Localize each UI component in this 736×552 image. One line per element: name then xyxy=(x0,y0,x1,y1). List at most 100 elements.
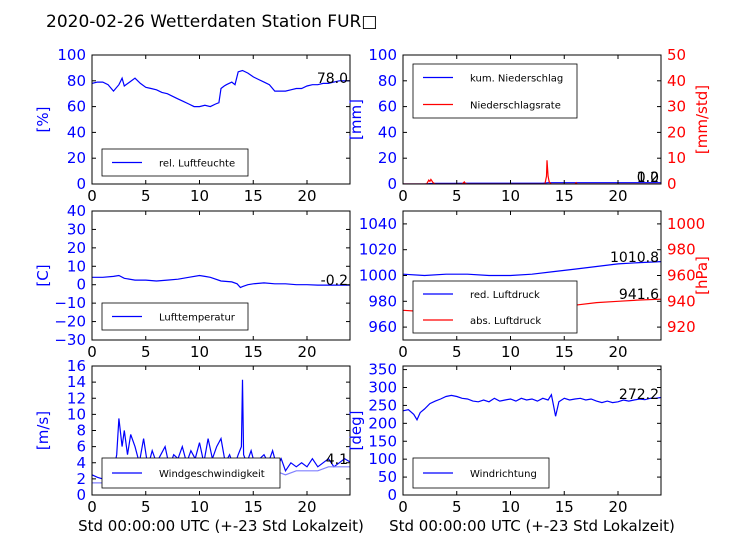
x-tick-label: 0 xyxy=(87,498,97,516)
y-tick-label: 2 xyxy=(76,470,86,488)
x-tick-label: 10 xyxy=(501,187,520,205)
x-tick-label: 15 xyxy=(244,187,263,205)
y-tick-label: 0 xyxy=(387,486,397,504)
y-tick-label: 60 xyxy=(378,98,397,116)
y-tick-label-right: 960 xyxy=(667,267,696,285)
series-line-temperature-0 xyxy=(92,274,350,289)
y-tick-label: 350 xyxy=(368,361,397,379)
y-tick-label: 0 xyxy=(387,175,397,193)
current-value-label: 4.1 xyxy=(326,452,348,468)
y-tick-label: 980 xyxy=(368,292,397,310)
x-tick-label: 10 xyxy=(190,498,209,516)
y-tick-label: 40 xyxy=(67,202,86,220)
y-tick-label: −10 xyxy=(54,294,86,312)
y-tick-label: 4 xyxy=(76,454,86,472)
panel-pressure: 0 5 10 15 20 960 980 1000 1020 1040 920 940 960 980 10… xyxy=(359,210,711,361)
y-tick-label: 6 xyxy=(76,438,86,456)
y-tick-label: 100 xyxy=(57,46,86,64)
x-tick-label: 15 xyxy=(244,343,263,361)
figure-title: 2020-02-26 Wetterdaten Station FUR□ xyxy=(46,12,377,32)
y-axis-label: [%] xyxy=(34,107,52,133)
x-tick-label: 15 xyxy=(555,498,574,516)
series-line-windspeed-0 xyxy=(92,379,350,480)
legend-label: Niederschlagsrate xyxy=(470,101,561,112)
y-tick-label: 0 xyxy=(76,486,86,504)
current-value-label: 272.2 xyxy=(619,387,659,403)
x-tick-label: 20 xyxy=(608,498,627,516)
x-tick-label: 10 xyxy=(190,343,209,361)
y-tick-label: 200 xyxy=(368,414,397,432)
y-tick-label: 1040 xyxy=(359,215,397,233)
x-tick-label: 0 xyxy=(398,187,408,205)
x-tick-label: 15 xyxy=(555,187,574,205)
x-tick-label: 5 xyxy=(141,187,151,205)
y-tick-label: 10 xyxy=(67,405,86,423)
series-line-winddir-0 xyxy=(403,393,661,422)
x-tick-label: 10 xyxy=(190,187,209,205)
y-tick-label: 1020 xyxy=(359,241,397,259)
legend-label: red. Luftdruck xyxy=(470,290,540,301)
y-tick-label: 50 xyxy=(378,468,397,486)
y-tick-label: 100 xyxy=(368,46,397,64)
y-tick-label: 250 xyxy=(368,396,397,414)
series-line-precip-1 xyxy=(403,160,661,184)
y-tick-label: 16 xyxy=(67,357,86,375)
panel-windspeed: 0 5 10 15 200246810121416[m/s]Windgeschwindi… xyxy=(34,357,364,535)
y-tick-label-right: 30 xyxy=(667,98,686,116)
x-tick-label: 0 xyxy=(398,343,408,361)
y-axis-label-right: [mm/std] xyxy=(693,85,711,154)
x-tick-label: 20 xyxy=(297,343,316,361)
series-line-pressure-0 xyxy=(403,261,661,277)
y-tick-label: 10 xyxy=(67,257,86,275)
x-tick-label: 20 xyxy=(297,498,316,516)
y-tick-label-right: 0 xyxy=(667,175,677,193)
x-axis-label: Std 00:00:00 UTC (+-23 Std Lokalzeit) xyxy=(78,517,364,535)
x-tick-label: 0 xyxy=(87,187,97,205)
x-tick-label: 15 xyxy=(244,498,263,516)
y-tick-label-right: 10 xyxy=(667,149,686,167)
y-tick-label-right: 50 xyxy=(667,46,686,64)
x-tick-label: 5 xyxy=(141,498,151,516)
x-tick-label: 10 xyxy=(501,343,520,361)
y-tick-label: −30 xyxy=(54,331,86,349)
y-tick-label: 60 xyxy=(67,98,86,116)
y-axis-label: [deg] xyxy=(347,411,365,451)
y-tick-label: 40 xyxy=(378,123,397,141)
current-value-label: 78.0 xyxy=(317,71,348,87)
legend-label: kum. Niederschlag xyxy=(470,74,563,85)
y-tick-label: 20 xyxy=(67,239,86,257)
series-line-humidity-0 xyxy=(92,69,350,108)
current-value-label: -0.2 xyxy=(321,273,348,289)
y-tick-label-right: 980 xyxy=(667,241,696,259)
y-tick-label-right: 920 xyxy=(667,318,696,336)
x-tick-label: 5 xyxy=(141,343,151,361)
y-tick-label-right: 20 xyxy=(667,123,686,141)
legend-label: Lufttemperatur xyxy=(159,313,236,324)
panel-humidity: 0 5 10 15 20 0 20 40 60 80 100 [%] rel. Luftfeuchte 7… xyxy=(34,46,351,205)
y-tick-label: 80 xyxy=(67,72,86,90)
y-tick-label: 8 xyxy=(76,422,86,440)
y-tick-label: 1000 xyxy=(359,267,397,285)
legend-label: rel. Luftfeuchte xyxy=(159,159,235,170)
panel-winddir: 0 5 10 15 20050100150200250300350[deg]Windri… xyxy=(347,361,675,535)
x-tick-label: 5 xyxy=(452,343,462,361)
y-tick-label: 12 xyxy=(67,389,86,407)
plot-frame xyxy=(402,54,662,185)
current-value-label: 1.0 xyxy=(637,170,659,186)
x-tick-label: 0 xyxy=(398,498,408,516)
x-tick-label: 20 xyxy=(297,187,316,205)
x-tick-label: 10 xyxy=(501,498,520,516)
y-axis-label-right: [hPa] xyxy=(693,256,711,295)
y-tick-label-right: 40 xyxy=(667,72,686,90)
y-tick-label: 80 xyxy=(378,72,397,90)
y-tick-label: 0 xyxy=(76,276,86,294)
y-tick-label: 30 xyxy=(67,220,86,238)
y-axis-label: [mm] xyxy=(347,99,365,140)
y-tick-label: −20 xyxy=(54,313,86,331)
y-axis-label: [m/s] xyxy=(34,411,52,450)
legend-label: Windgeschwindigkeit xyxy=(159,469,265,480)
x-tick-label: 20 xyxy=(608,187,627,205)
y-tick-label-right: 1000 xyxy=(667,215,705,233)
current-value-label-right: 0.2 xyxy=(637,170,659,186)
